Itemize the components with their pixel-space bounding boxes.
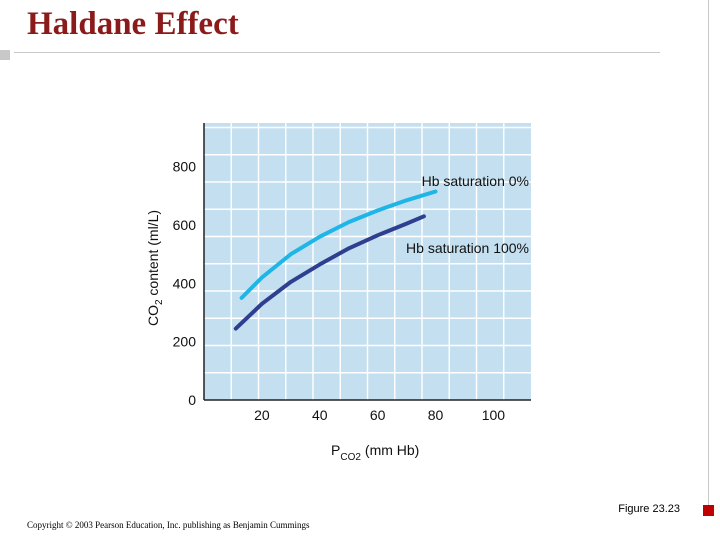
y-tick-label: 600 — [173, 217, 197, 233]
x-tick-label: 100 — [482, 407, 506, 423]
series-label-hb-100: Hb saturation 100% — [406, 240, 529, 256]
series-labels: Hb saturation 0% Hb saturation 100% — [406, 173, 529, 256]
x-axis-label-sub: CO2 — [340, 452, 361, 463]
x-axis-label-main: P — [331, 442, 340, 458]
series-line-hb-100 — [233, 214, 426, 331]
series-line-hb-0 — [239, 189, 438, 300]
copyright-notice: Copyright © 2003 Pearson Education, Inc.… — [27, 520, 310, 530]
series-label-hb-0: Hb saturation 0% — [422, 173, 529, 189]
x-axis-label: PCO2 (mm Hb) — [331, 442, 419, 463]
grid-lines — [204, 123, 531, 400]
co2-dissociation-chart: 0 200 400 600 800 20 40 60 80 100 Hb saturation … — [145, 123, 531, 463]
figure-label: Figure 23.23 — [618, 503, 680, 515]
x-tick-label: 20 — [254, 407, 270, 423]
y-tick-label: 400 — [173, 275, 197, 291]
x-tick-label: 80 — [428, 407, 444, 423]
x-tick-label: 60 — [370, 407, 386, 423]
y-tick-label: 200 — [173, 334, 197, 350]
y-tick-labels: 0 200 400 600 800 — [173, 159, 197, 408]
x-tick-labels: 20 40 60 80 100 — [254, 407, 505, 423]
y-axis-label-pre: CO — [145, 305, 161, 326]
y-tick-label: 800 — [173, 159, 197, 175]
y-axis-label-post: content (ml/L) — [145, 210, 161, 299]
accent-square — [703, 505, 714, 516]
series-lines — [233, 189, 438, 331]
corner-square — [0, 50, 10, 60]
y-axis-label: CO2 content (ml/L) — [145, 210, 165, 326]
y-axis-label-sub: 2 — [154, 299, 165, 305]
x-axis-label-unit: (mm Hb) — [365, 442, 419, 458]
title-divider — [14, 52, 660, 53]
side-divider — [708, 0, 709, 506]
x-tick-label: 40 — [312, 407, 328, 423]
y-tick-label: 0 — [188, 392, 196, 408]
slide-title: Haldane Effect — [27, 6, 239, 42]
